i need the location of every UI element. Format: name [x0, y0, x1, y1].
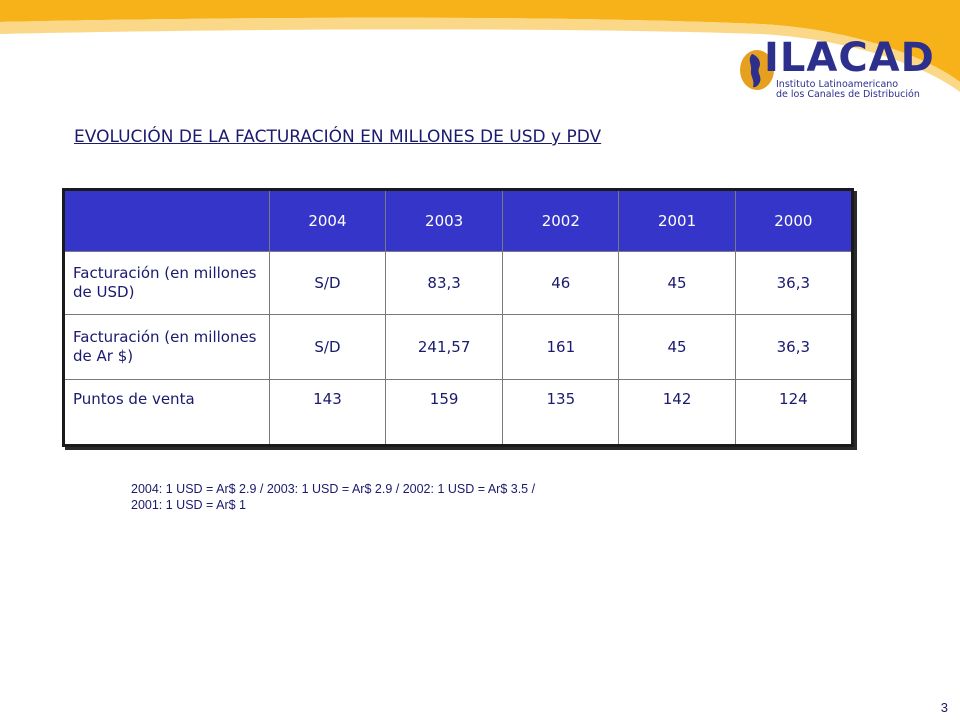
- table-cell: 45: [618, 251, 736, 315]
- row-label: Facturación (en millones de USD): [63, 251, 270, 315]
- table-cell: 161: [502, 314, 620, 380]
- logo-wordmark: ILACAD: [764, 35, 935, 81]
- table-cell: S/D: [268, 251, 387, 315]
- header-year: 2004: [268, 189, 387, 252]
- table-cell: 142: [618, 379, 736, 446]
- table-cell: 36,3: [734, 314, 854, 380]
- table-cell: 46: [502, 251, 620, 315]
- table-cell: 135: [502, 379, 620, 446]
- table-row: Facturación (en millones de USD) S/D 83,…: [63, 251, 854, 315]
- table-cell: 36,3: [734, 251, 854, 315]
- row-label: Facturación (en millones de Ar $): [63, 314, 270, 380]
- header-year: 2003: [385, 189, 504, 252]
- table-row: Facturación (en millones de Ar $) S/D 24…: [63, 314, 854, 380]
- note-line: 2001: 1 USD = Ar$ 1: [131, 498, 247, 512]
- table-cell: S/D: [268, 314, 387, 380]
- revenue-table: 2004 2003 2002 2001 2000 Facturación (en…: [62, 188, 854, 447]
- table-cell: 45: [618, 314, 736, 380]
- table-row: Puntos de venta 143 159 135 142 124: [63, 379, 854, 446]
- table-cell: 124: [734, 379, 854, 446]
- table-cell: 83,3: [385, 251, 504, 315]
- table-cell: 143: [268, 379, 387, 446]
- page-number: 3: [940, 700, 948, 715]
- table-header-row: 2004 2003 2002 2001 2000: [63, 189, 854, 252]
- globe-icon: [740, 50, 774, 90]
- logo-tagline-1: Instituto Latinoamericano: [776, 79, 899, 90]
- header-year: 2000: [734, 189, 854, 252]
- header-year: 2002: [502, 189, 620, 252]
- page-title: EVOLUCIÓN DE LA FACTURACIÓN EN MILLONES …: [74, 127, 602, 147]
- note-line: 2004: 1 USD = Ar$ 2.9 / 2003: 1 USD = Ar…: [131, 482, 536, 496]
- table-cell: 159: [385, 379, 504, 446]
- logo-tagline-2: de los Canales de Distribución: [776, 89, 920, 100]
- row-label: Puntos de venta: [63, 379, 270, 446]
- exchange-rate-note: 2004: 1 USD = Ar$ 2.9 / 2003: 1 USD = Ar…: [131, 481, 535, 513]
- header-year: 2001: [618, 189, 736, 252]
- ilacad-logo: ILACAD Instituto Latinoamericano de los …: [734, 36, 934, 102]
- header-corner: [63, 189, 270, 252]
- table-cell: 241,57: [385, 314, 504, 380]
- header-swoosh: [0, 0, 960, 93]
